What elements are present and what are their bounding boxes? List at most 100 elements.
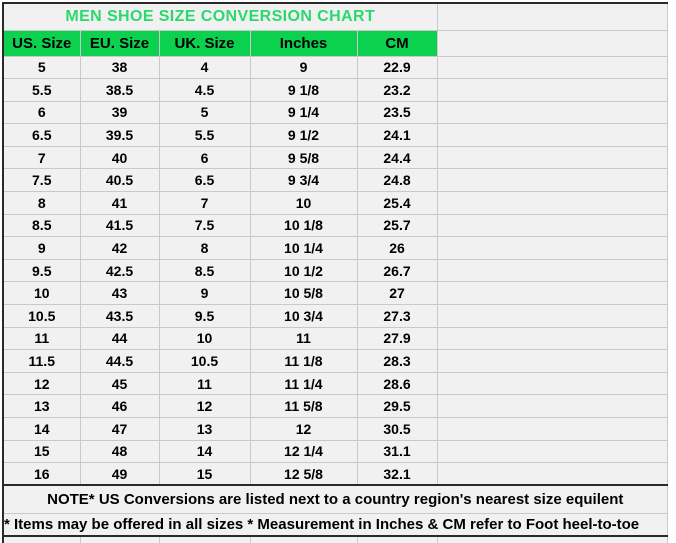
table-cell: 40.5 <box>79 168 160 193</box>
table-cell: 12 <box>158 394 251 418</box>
table-cell: 44.5 <box>79 349 160 373</box>
empty-cell <box>356 535 438 543</box>
table-row: 11 44 10 11 27.9 <box>2 326 668 351</box>
table-cell: 5 <box>2 55 81 80</box>
empty-cell <box>436 535 668 543</box>
table-cell: 27.3 <box>356 304 438 328</box>
table-cell: 10.5 <box>2 304 81 328</box>
table-row: 10.5 43.5 9.5 10 3/4 27.3 <box>2 304 668 328</box>
table-cell: 11 <box>158 371 251 396</box>
table-cell: 10 3/4 <box>249 304 358 328</box>
table-cell: 11 <box>249 326 358 351</box>
table-cell: 39 <box>79 100 160 125</box>
table-cell: 28.6 <box>356 371 438 396</box>
table-cell: 39.5 <box>79 123 160 147</box>
table-row: 5 38 4 9 22.9 <box>2 55 668 80</box>
table-cell: 28.3 <box>356 349 438 373</box>
table-cell: 9 <box>2 236 81 260</box>
column-header-eu-size: EU. Size <box>79 29 160 57</box>
table-row: 10 43 9 10 5/8 27 <box>2 281 668 306</box>
empty-cell <box>436 281 668 306</box>
table-cell: 31.1 <box>356 439 438 464</box>
empty-cell <box>436 213 668 238</box>
table-cell: 7.5 <box>2 168 81 193</box>
table-cell: 40 <box>79 145 160 170</box>
table-cell: 7 <box>2 145 81 170</box>
table-cell: 8 <box>2 191 81 215</box>
table-cell: 48 <box>79 439 160 464</box>
table-cell: 24.4 <box>356 145 438 170</box>
table-cell: 9 1/4 <box>249 100 358 125</box>
items-note-text: * Items may be offered in all sizes * Me… <box>2 512 668 538</box>
table-cell: 10.5 <box>158 349 251 373</box>
table-cell: 23.2 <box>356 78 438 102</box>
empty-cell <box>436 2 668 31</box>
empty-cell <box>436 258 668 283</box>
table-cell: 6 <box>2 100 81 125</box>
empty-cell <box>436 145 668 170</box>
table-cell: 13 <box>2 394 81 418</box>
table-body: 5 38 4 9 22.9 5.5 38.5 4.5 9 1/8 23.2 6 39 5 9 1/4 23.… <box>2 55 668 486</box>
table-cell: 5 <box>158 100 251 125</box>
page-title: MEN SHOE SIZE CONVERSION CHART <box>2 2 438 31</box>
table-cell: 25.7 <box>356 213 438 238</box>
empty-cell <box>158 535 251 543</box>
table-row: 7.5 40.5 6.5 9 3/4 24.8 <box>2 168 668 193</box>
table-cell: 26.7 <box>356 258 438 283</box>
table-cell: 15 <box>158 462 251 486</box>
empty-cell <box>2 535 81 543</box>
table-cell: 9 1/8 <box>249 78 358 102</box>
table-cell: 38 <box>79 55 160 80</box>
table-cell: 8 <box>158 236 251 260</box>
empty-cell <box>436 371 668 396</box>
table-row: 8.5 41.5 7.5 10 1/8 25.7 <box>2 213 668 238</box>
table-cell: 10 1/2 <box>249 258 358 283</box>
table-cell: 9 <box>249 55 358 80</box>
note-text: NOTE* US Conversions are listed next to … <box>2 484 668 514</box>
table-cell: 6 <box>158 145 251 170</box>
table-cell: 7.5 <box>158 213 251 238</box>
table-cell: 10 <box>2 281 81 306</box>
table-cell: 9 5/8 <box>249 145 358 170</box>
table-row: 16 49 15 12 5/8 32.1 <box>2 462 668 486</box>
table-cell: 27 <box>356 281 438 306</box>
table-cell: 10 5/8 <box>249 281 358 306</box>
table-cell: 9 3/4 <box>249 168 358 193</box>
table-header-row: US. Size EU. Size UK. Size Inches CM <box>2 29 668 57</box>
table-cell: 10 <box>158 326 251 351</box>
table-cell: 49 <box>79 462 160 486</box>
empty-cell <box>436 168 668 193</box>
table-row: 14 47 13 12 30.5 <box>2 417 668 441</box>
table-cell: 14 <box>2 417 81 441</box>
table-cell: 9.5 <box>2 258 81 283</box>
table-cell: 6.5 <box>158 168 251 193</box>
empty-cell <box>436 55 668 80</box>
table-cell: 24.8 <box>356 168 438 193</box>
table-cell: 9.5 <box>158 304 251 328</box>
table-row: 11.5 44.5 10.5 11 1/8 28.3 <box>2 349 668 373</box>
table-cell: 11 <box>2 326 81 351</box>
table-cell: 11 5/8 <box>249 394 358 418</box>
empty-cell <box>249 535 358 543</box>
empty-cell <box>436 191 668 215</box>
table-row: 15 48 14 12 1/4 31.1 <box>2 439 668 464</box>
table-cell: 41.5 <box>79 213 160 238</box>
table-cell: 46 <box>79 394 160 418</box>
table-cell: 25.4 <box>356 191 438 215</box>
table-cell: 5.5 <box>158 123 251 147</box>
table-cell: 47 <box>79 417 160 441</box>
table-cell: 23.5 <box>356 100 438 125</box>
table-cell: 30.5 <box>356 417 438 441</box>
table-cell: 45 <box>79 371 160 396</box>
empty-cell <box>436 349 668 373</box>
table-cell: 41 <box>79 191 160 215</box>
table-cell: 10 <box>249 191 358 215</box>
table-cell: 8.5 <box>2 213 81 238</box>
clipped-empty-row <box>2 535 668 543</box>
table-cell: 12 5/8 <box>249 462 358 486</box>
column-header-inches: Inches <box>249 29 358 57</box>
table-cell: 10 1/8 <box>249 213 358 238</box>
table-cell: 32.1 <box>356 462 438 486</box>
empty-cell <box>436 29 668 57</box>
table-row: 6 39 5 9 1/4 23.5 <box>2 100 668 125</box>
